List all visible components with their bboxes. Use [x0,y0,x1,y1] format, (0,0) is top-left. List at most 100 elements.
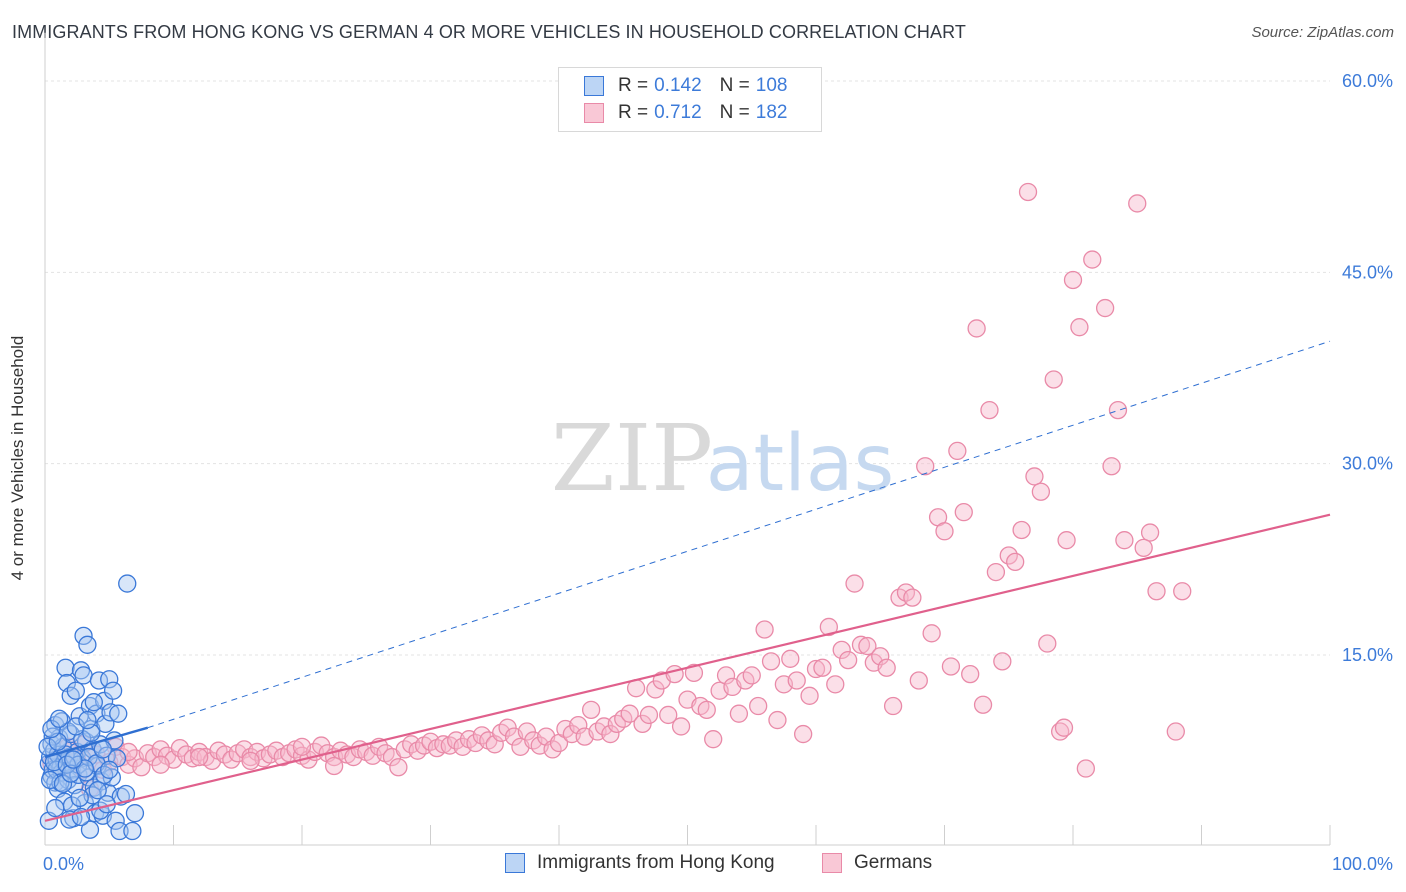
germans-point [1095,298,1115,318]
legend-row-hong-kong: R = 0.142 N = 108 [584,73,787,99]
germans-point [1070,318,1089,337]
hong-kong-point [80,820,100,839]
germans-point [806,659,826,679]
germans-point [633,714,652,734]
y-tick-label: 45.0% [1342,262,1393,282]
germans-point [819,617,838,637]
hong-kong-trend-line [44,726,149,759]
germans-point [922,624,941,643]
germans-point [1102,457,1121,476]
germans-point [781,649,800,668]
hong-kong-n-label: N = [719,75,750,96]
germans-point [851,635,871,654]
germans-trend-line [44,513,1331,822]
hong-kong-point [94,765,114,785]
germans-point [916,457,935,476]
germans-point [241,751,260,771]
hong-kong-point [123,821,142,841]
germans-point [581,700,601,719]
germans-r-label: R = [618,102,649,123]
germans-point [826,675,845,694]
germans-point [1108,400,1128,420]
germans-point [993,652,1012,671]
hong-kong-point [64,750,83,769]
germans-point [697,700,716,719]
hong-kong-point [61,764,80,783]
germans-point [1140,523,1160,542]
germans-swatch [584,103,604,123]
germans-point [948,441,967,461]
watermark-atlas: atlas [706,419,895,509]
watermark-zip: ZIP [551,405,713,512]
legend-germans-label: Germans [854,852,933,873]
hong-kong-point [78,635,97,654]
germans-point [749,696,768,716]
germans-point [190,747,209,767]
germans-point [1025,467,1044,486]
legend-germans-swatch [822,853,842,873]
hong-kong-point [74,626,93,646]
germans-point [671,717,691,736]
hong-kong-r-value: 0.142 [654,75,702,96]
germans-point [755,620,774,639]
germans-point [761,652,781,671]
germans-point [967,319,986,338]
germans-point [832,640,851,660]
germans-point [716,666,736,685]
germans-point [1044,370,1063,389]
germans-point [845,574,864,593]
germans-point [1038,634,1057,653]
hong-kong-point [84,693,103,712]
germans-point [973,695,993,714]
germans-point [1128,194,1147,213]
germans-point [794,724,813,744]
germans-point [787,671,806,690]
hong-kong-point [56,658,75,677]
hong-kong-point [71,661,91,680]
germans-point [941,657,961,676]
germans-point [704,730,723,749]
hong-kong-point [96,714,115,734]
germans-point [903,588,922,607]
y-tick-label: 60.0% [1342,71,1393,91]
germans-point [665,664,684,684]
y-tick-label: 30.0% [1342,454,1393,474]
germans-point [1057,531,1076,550]
legend-item-germans: Germans [822,852,932,874]
legend-item-hong-kong: Immigrants from Hong Kong [505,852,775,874]
y-tick-label: 15.0% [1342,645,1393,665]
hong-kong-point [101,703,120,722]
germans-n-value: 182 [755,102,788,123]
x-tick-label: 100.0% [1332,854,1393,874]
germans-point [813,658,832,677]
legend-hong-kong-swatch [505,853,525,873]
germans-point [119,742,138,762]
germans-r-value: 0.712 [654,102,702,123]
hong-kong-point [61,686,80,705]
germans-point [858,636,877,656]
hong-kong-point [74,666,93,685]
germans-point [1054,718,1074,737]
hong-kong-point [109,704,128,723]
hong-kong-point [118,574,137,593]
germans-point [954,502,973,522]
hong-kong-point [88,781,107,800]
germans-point [1031,482,1051,501]
germans-point [151,755,170,774]
germans-point [324,756,344,776]
germans-point [620,704,639,723]
hong-kong-point [106,811,125,830]
germans-point [1012,520,1031,540]
germans-point [517,722,537,741]
hong-kong-point [46,798,65,818]
germans-point [1147,582,1166,601]
germans-point [659,705,678,725]
hong-kong-point [125,804,145,823]
legend-row-germans: R = 0.712 N = 182 [584,100,787,126]
germans-point [935,522,954,541]
germans-point [980,400,999,420]
germans-point [729,704,749,723]
germans-point [569,716,588,735]
germans-point [800,686,819,705]
hong-kong-r-label: R = [618,75,649,96]
